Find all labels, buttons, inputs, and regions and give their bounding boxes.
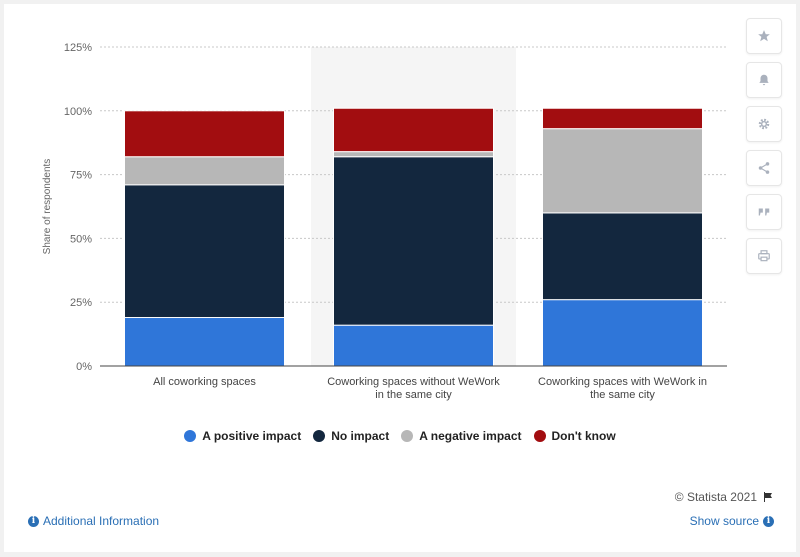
legend-item-dont-know[interactable]: Don't know [533, 429, 616, 443]
additional-information-label: Additional Information [43, 514, 160, 528]
bar-segment[interactable] [542, 212, 703, 301]
flag-icon [764, 492, 772, 502]
legend-item-positive[interactable]: A positive impact [184, 429, 301, 443]
y-tick-label: 25% [70, 297, 92, 309]
y-tick-label: 125% [64, 42, 92, 54]
bar-segment[interactable] [124, 317, 285, 367]
bell-icon [759, 74, 769, 86]
y-tick-label: 75% [70, 170, 92, 182]
share-button[interactable] [746, 150, 782, 186]
info-icon: i [763, 515, 774, 527]
notification-button[interactable] [746, 62, 782, 98]
bar-segment[interactable] [333, 156, 494, 326]
x-axis-labels: All coworking spaces Coworking spaces wit… [153, 376, 707, 401]
cite-button[interactable] [746, 194, 782, 230]
statista-credit: © Statista 2021 [675, 490, 774, 504]
legend-dot [401, 430, 414, 442]
print-icon [758, 250, 770, 262]
x-tick-label: Coworking spaces with WeWork in the same … [538, 376, 707, 401]
x-tick-label: All coworking spaces [153, 376, 256, 388]
bar-segment[interactable] [333, 107, 494, 153]
star-icon [758, 30, 770, 42]
additional-information-link[interactable]: i Additional Information [28, 514, 159, 528]
show-source-label: Show source [689, 514, 759, 528]
print-button[interactable] [746, 238, 782, 274]
share-icon [758, 162, 770, 174]
legend-label: Don't know [551, 429, 616, 443]
y-axis-label: Share of respondents [42, 159, 53, 255]
bar-segment[interactable] [333, 151, 494, 158]
quote-icon [758, 208, 770, 216]
bar-segment[interactable] [124, 184, 285, 319]
legend-label: No impact [331, 429, 390, 443]
bar-segment[interactable] [542, 128, 703, 214]
legend-dot [313, 430, 326, 442]
legend-item-no-impact[interactable]: No impact [313, 429, 389, 443]
bar-segment[interactable] [542, 299, 703, 367]
legend-item-negative[interactable]: A negative impact [401, 429, 522, 443]
gear-icon [758, 118, 770, 130]
y-tick-label: 50% [70, 233, 92, 245]
info-icon: i [28, 515, 39, 527]
legend-dot [533, 430, 546, 442]
legend-dot [184, 430, 197, 442]
bar-segment[interactable] [333, 324, 494, 367]
settings-button[interactable] [746, 106, 782, 142]
chart-toolbar [746, 18, 782, 282]
bars [124, 107, 703, 367]
show-source-link[interactable]: Show source i [690, 514, 774, 528]
x-tick-label: Coworking spaces without WeWork in the sa… [327, 376, 500, 401]
y-tick-label: 0% [76, 361, 92, 373]
bar-segment[interactable] [124, 156, 285, 186]
bar-segment[interactable] [542, 107, 703, 130]
credit-text: © Statista 2021 [674, 490, 757, 504]
favorite-button[interactable] [746, 18, 782, 54]
bar-segment[interactable] [124, 110, 285, 158]
legend: A positive impact No impact A negative i… [0, 429, 800, 443]
legend-label: A positive impact [202, 429, 302, 443]
legend-label: A negative impact [419, 429, 522, 443]
stacked-bar-chart: 0% 25% 50% 75% 100% 125% Share of respondents… [42, 42, 727, 401]
y-axis-ticks: 0% 25% 50% 75% 100% 125% [64, 42, 92, 373]
y-tick-label: 100% [64, 106, 92, 118]
